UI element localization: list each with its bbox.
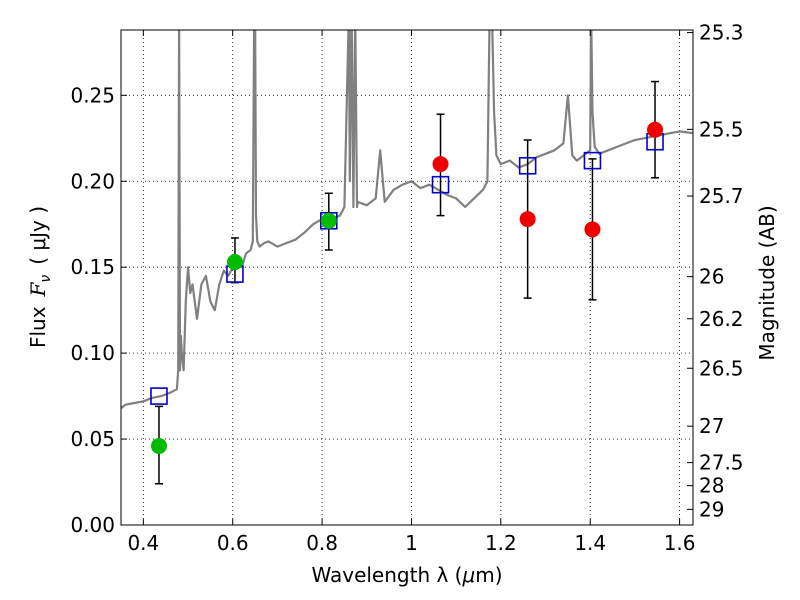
- y-axis-label-prefix: Flux: [26, 306, 50, 348]
- mag-tick-label-0: 25.3: [699, 21, 744, 45]
- x-tick-label-6: 1.6: [664, 531, 696, 555]
- model-photometry-square-3: [431, 175, 450, 194]
- y-tick-label-3: 0.15: [70, 255, 115, 279]
- right-y-axis-label: Magnitude (AB): [755, 205, 779, 360]
- marker-layer: [150, 121, 664, 454]
- mag-tick-label-6: 27: [699, 414, 724, 438]
- y-axis-label-unit: ( μJy ): [26, 206, 50, 265]
- x-axis-label: Wavelength λ (μm): [311, 563, 502, 587]
- observed-point-nir-1: [519, 211, 536, 228]
- x-axis-label-unit: m): [475, 563, 502, 587]
- observed-point-nir-3: [647, 121, 664, 138]
- observed-point-nir-0: [432, 156, 449, 173]
- mag-tick-label-9: 29: [699, 497, 724, 521]
- mag-tick-label-5: 26.5: [699, 356, 744, 380]
- y-tick-label-1: 0.05: [70, 427, 115, 451]
- x-tick-label-2: 0.8: [306, 531, 338, 555]
- y-tick-label-0: 0.00: [70, 513, 115, 537]
- x-tick-label-5: 1.4: [574, 531, 606, 555]
- x-axis-label-prefix: Wavelength λ (: [311, 563, 462, 587]
- y-tick-label-4: 0.20: [70, 169, 115, 193]
- model-photometry-square-5: [583, 151, 602, 170]
- model-sed-line: [121, 30, 693, 409]
- x-tick-label-0: 0.4: [127, 531, 159, 555]
- mag-tick-label-2: 25.7: [699, 184, 744, 208]
- y-axis-label-symbol: F: [26, 281, 50, 297]
- plot-clip-group: [121, 30, 693, 485]
- model-photometry-square-0: [150, 387, 168, 405]
- observed-point-nir-2: [584, 221, 601, 238]
- observed-point-optical-2: [320, 212, 337, 229]
- model-photometry-square-4: [518, 156, 537, 175]
- y-tick-label-5: 0.25: [70, 83, 115, 107]
- mag-tick-label-4: 26.2: [699, 307, 744, 331]
- y-axis-label-subscript: ν: [38, 275, 54, 283]
- mag-tick-label-1: 25.5: [699, 117, 744, 141]
- x-tick-label-4: 1.2: [485, 531, 517, 555]
- axis-ticks: 0.4 0.6 0.8 1 1.2 1.4 1.6 0.00 0.05 0.10 0.15 0.20 0…: [70, 21, 743, 555]
- mag-tick-label-8: 28: [699, 474, 724, 498]
- plot-frame: [120, 29, 694, 526]
- observed-point-optical-1: [226, 254, 243, 271]
- x-tick-label-3: 1: [405, 531, 418, 555]
- model-sed-line-layer: [121, 30, 693, 409]
- observed-point-optical-0: [150, 437, 167, 454]
- x-tick-label-1: 0.6: [217, 531, 249, 555]
- mag-tick-label-3: 26: [699, 265, 724, 289]
- x-axis-label-mu: μ: [461, 563, 475, 587]
- mag-tick-label-7: 27.5: [699, 451, 744, 475]
- y-axis-label: Flux Fν ( μJy ): [26, 206, 54, 348]
- y-tick-label-2: 0.10: [70, 341, 115, 365]
